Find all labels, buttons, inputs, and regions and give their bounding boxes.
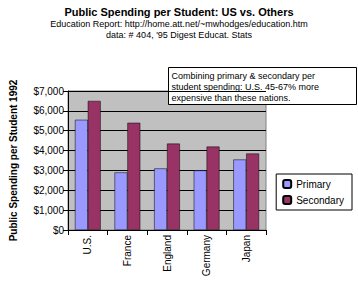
svg-text:$5,000: $5,000 bbox=[33, 125, 64, 136]
svg-text:data: # 404, '95 Digest Educat: data: # 404, '95 Digest Educat. Stats bbox=[106, 30, 252, 40]
svg-text:expensive than these nations.: expensive than these nations. bbox=[172, 93, 291, 103]
svg-text:Combining primary & secondary: Combining primary & secondary per bbox=[172, 71, 316, 81]
svg-text:$2,000: $2,000 bbox=[33, 185, 64, 196]
svg-text:$1,000: $1,000 bbox=[33, 205, 64, 216]
svg-text:$6,000: $6,000 bbox=[33, 105, 64, 116]
svg-text:England: England bbox=[162, 235, 173, 272]
svg-text:student spending: U.S. 45-67%: student spending: U.S. 45-67% more bbox=[172, 82, 320, 92]
svg-text:$7,000: $7,000 bbox=[33, 86, 64, 97]
svg-text:Germany: Germany bbox=[201, 235, 212, 276]
svg-text:Japan: Japan bbox=[241, 235, 252, 262]
svg-text:Public Spending per Student: U: Public Spending per Student: US vs. Othe… bbox=[64, 6, 293, 18]
svg-text:Education Report: http://home.: Education Report: http://home.att.net/~m… bbox=[50, 19, 307, 29]
svg-text:Primary: Primary bbox=[296, 179, 330, 190]
svg-text:U.S.: U.S. bbox=[82, 235, 93, 254]
svg-text:$4,000: $4,000 bbox=[33, 145, 64, 156]
svg-text:$0: $0 bbox=[53, 225, 65, 236]
svg-text:France: France bbox=[122, 235, 133, 267]
svg-text:$3,000: $3,000 bbox=[33, 165, 64, 176]
svg-text:Public Spending per Student 19: Public Spending per Student 1992 bbox=[8, 79, 19, 241]
svg-text:Secondary: Secondary bbox=[296, 195, 344, 206]
